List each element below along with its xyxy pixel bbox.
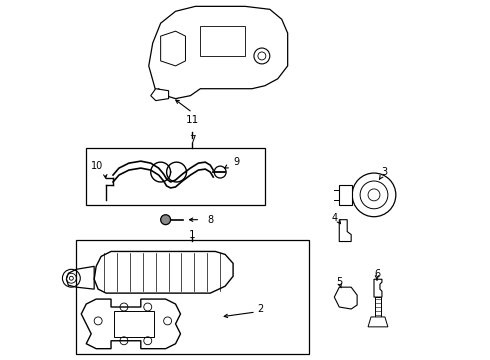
Polygon shape [151, 89, 169, 100]
Text: 7: 7 [189, 135, 196, 145]
Polygon shape [94, 251, 233, 293]
Text: 11: 11 [186, 116, 199, 126]
Polygon shape [149, 6, 288, 99]
Polygon shape [368, 317, 388, 327]
Polygon shape [374, 279, 382, 297]
Polygon shape [339, 185, 352, 205]
Polygon shape [334, 287, 357, 309]
Circle shape [352, 173, 396, 217]
Text: 10: 10 [91, 161, 103, 171]
Polygon shape [375, 297, 381, 317]
Text: 8: 8 [207, 215, 214, 225]
Text: 4: 4 [331, 213, 338, 223]
Circle shape [161, 215, 171, 225]
Polygon shape [81, 299, 180, 349]
Bar [86, 148, 265, 205]
Text: 5: 5 [336, 277, 343, 287]
Bar [76, 239, 310, 354]
Text: 1: 1 [189, 230, 196, 239]
Text: 6: 6 [374, 269, 380, 279]
Text: 3: 3 [381, 167, 387, 177]
Polygon shape [339, 220, 351, 242]
Bar [114, 311, 154, 337]
Text: 2: 2 [257, 304, 263, 314]
Text: 9: 9 [233, 157, 239, 167]
Polygon shape [161, 31, 185, 66]
